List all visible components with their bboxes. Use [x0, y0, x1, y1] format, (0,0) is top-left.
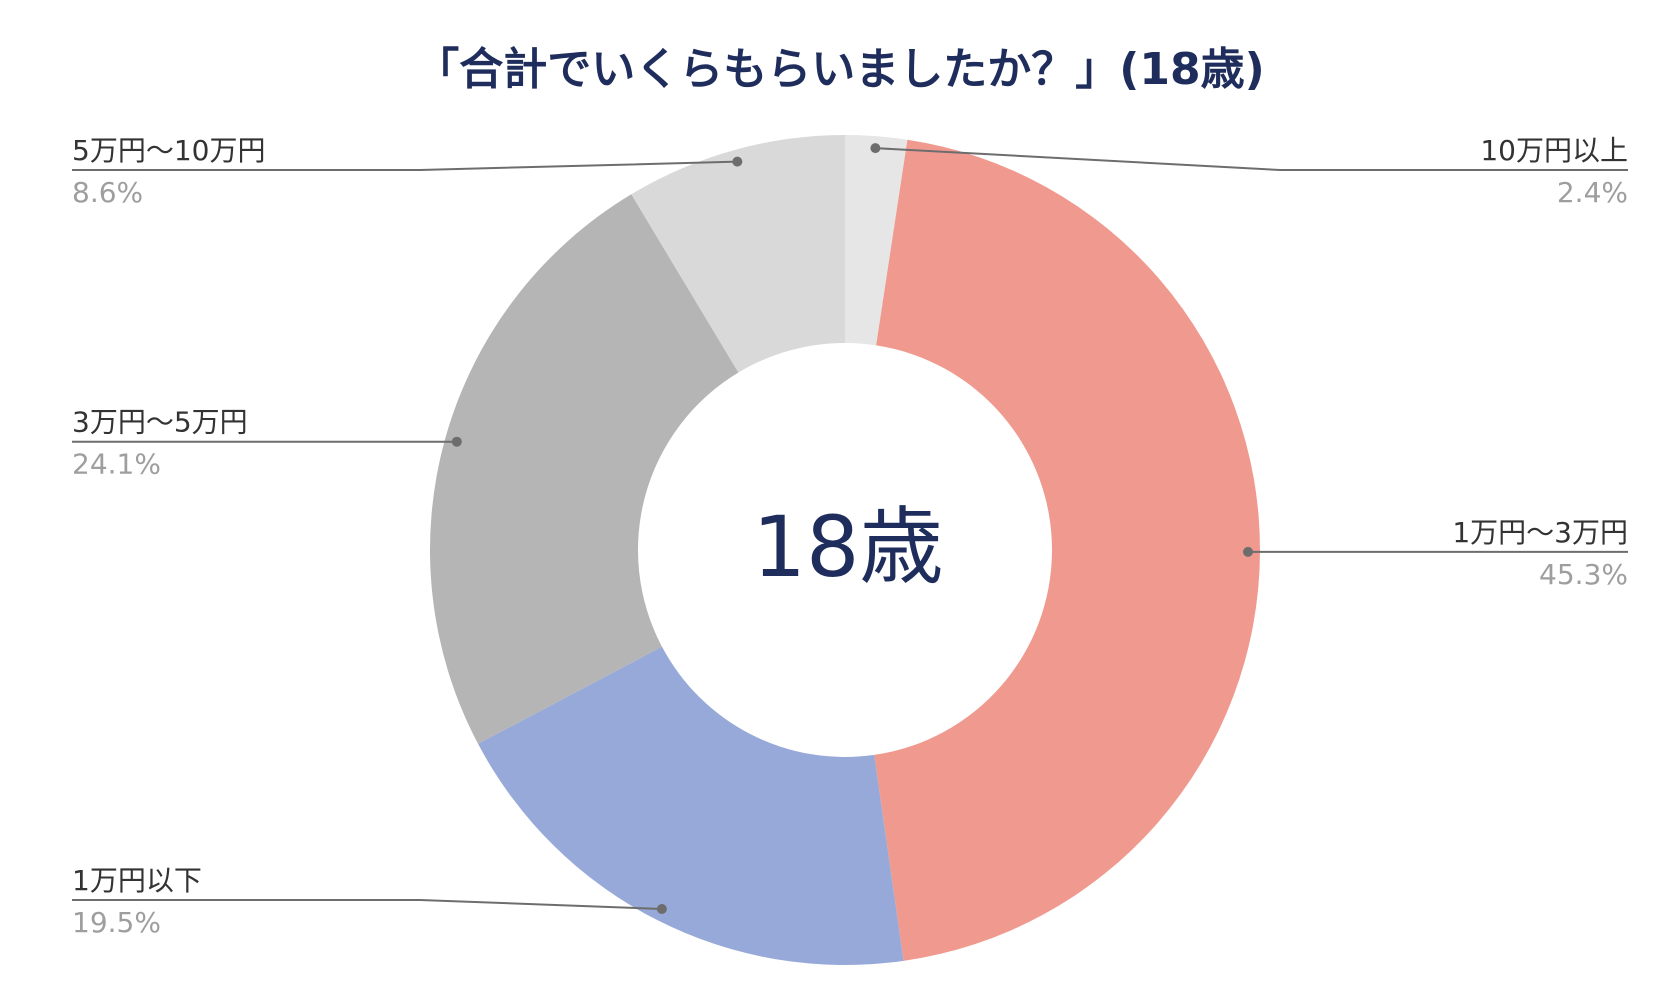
- slice-label-1: 10万円以上: [1480, 134, 1628, 167]
- slices-group: [430, 135, 1260, 965]
- slice-label-5: 5万円〜10万円: [72, 134, 265, 167]
- leader-dot-1: [870, 143, 881, 154]
- slice-value-5: 8.6%: [72, 176, 143, 209]
- leader-dot-4: [451, 436, 462, 447]
- slice-value-4: 24.1%: [72, 448, 161, 481]
- leader-line-5: [72, 160, 738, 171]
- slice-label-2: 1万円〜3万円: [1452, 516, 1628, 549]
- leader-line-3: [72, 899, 662, 910]
- slice-3: [478, 646, 904, 965]
- leader-line-1: [875, 147, 1628, 171]
- leader-dot-3: [656, 903, 667, 914]
- leader-dot-2: [1242, 546, 1253, 557]
- slice-value-1: 2.4%: [1557, 176, 1628, 209]
- center-label: 18歳: [753, 498, 944, 596]
- slice-1: [845, 135, 908, 346]
- slice-label-3: 1万円以下: [72, 864, 202, 897]
- slice-5: [631, 135, 845, 373]
- slice-value-2: 45.3%: [1539, 558, 1628, 591]
- labels-group: 10万円以上 2.4% 1万円〜3万円 45.3% 1万円以下 19.5% 3万円〜5万円 2…: [72, 134, 1628, 939]
- slice-4: [430, 194, 739, 744]
- slice-value-3: 19.5%: [72, 906, 161, 939]
- chart-title: 「合計でいくらもらいましたか？」(18歳): [415, 44, 1264, 95]
- slice-label-4: 3万円〜5万円: [72, 406, 248, 439]
- slice-2: [874, 139, 1260, 961]
- leader-dot-5: [732, 156, 743, 167]
